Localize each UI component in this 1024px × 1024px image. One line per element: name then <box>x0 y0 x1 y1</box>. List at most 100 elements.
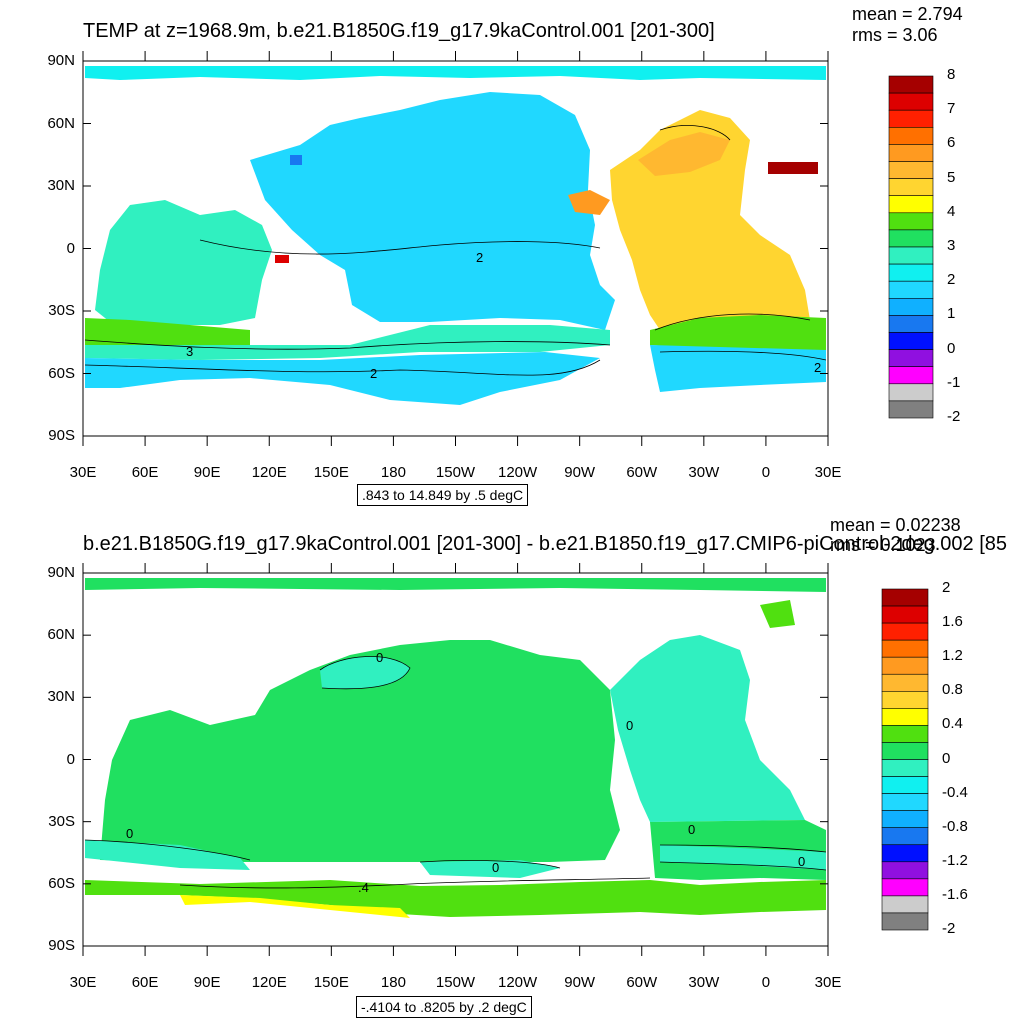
colorbar-label: 6 <box>947 134 956 152</box>
ocean-region-norwegian <box>760 600 795 628</box>
colorbar-label: 3 <box>947 237 956 254</box>
ocean-region-gulf <box>568 190 610 215</box>
ocean-region-southern-cyan <box>420 860 560 878</box>
ocean-region-red-sea <box>275 255 289 263</box>
colorbar-swatch <box>881 861 929 880</box>
colorbar-swatch <box>881 690 929 709</box>
colorbar-1 <box>888 75 934 419</box>
colorbar-swatch <box>888 366 934 385</box>
colorbar-swatch <box>881 844 929 863</box>
lon-tick-label: 180 <box>380 464 406 481</box>
contour-line <box>199 239 601 255</box>
contour-label: 0 <box>626 718 633 733</box>
colorbar-swatch <box>881 673 929 692</box>
map-panel-1 <box>84 66 827 405</box>
colorbar-swatch <box>881 742 929 760</box>
contour-line <box>654 313 811 331</box>
ocean-region-arctic <box>85 578 826 592</box>
colorbar-label: 0 <box>947 339 956 357</box>
contour-label: 3 <box>186 344 193 359</box>
colorbar-label: -0.8 <box>942 817 968 835</box>
ocean-region-ross-sea <box>180 895 410 918</box>
panel-2-title: b.e21.B1850G.f19_g17.9kaControl.001 [201… <box>83 533 1007 555</box>
colorbar-label: 5 <box>947 168 956 186</box>
lat-tick-label: 30S <box>48 302 75 319</box>
lon-tick-label: 0 <box>761 974 771 991</box>
lon-tick-label: 30W <box>688 464 720 481</box>
lon-tick-label: 150E <box>313 974 349 991</box>
lat-tick-label: 60S <box>48 874 75 892</box>
contour-label: 0 <box>798 854 805 869</box>
panel-1-rms: rms = 3.06 <box>852 25 938 45</box>
colorbar-swatch <box>888 127 934 145</box>
colorbar-2 <box>881 588 929 931</box>
colorbar-swatch <box>881 827 929 846</box>
panel-2-range-box: -.4104 to .8205 by .2 degC <box>356 996 532 1018</box>
colorbar-swatch <box>888 400 934 419</box>
lon-tick-label: 60W <box>626 974 658 991</box>
colorbar-label: 2 <box>947 271 956 289</box>
colorbar-swatch <box>881 759 929 777</box>
colorbar-swatch <box>881 605 929 624</box>
ocean-region-south-atlantic-cyan <box>660 845 826 870</box>
map-panel-2 <box>85 578 826 918</box>
lat-tick-label: 30N <box>47 688 75 706</box>
lat-tick-label: 60N <box>47 114 75 132</box>
ocean-region-southern-green <box>85 318 250 348</box>
lon-tick-label: 120E <box>251 974 287 991</box>
lat-tick-label: 0 <box>66 239 75 257</box>
colorbar-label: 8 <box>947 66 956 83</box>
colorbar-swatch <box>888 315 934 333</box>
contour-line <box>84 839 251 861</box>
contour-label: 0 <box>376 650 383 665</box>
colorbar-swatch <box>888 195 934 214</box>
lat-tick-label: 90S <box>48 937 75 954</box>
lon-tick-label: 120W <box>497 464 538 481</box>
ocean-region-arctic <box>85 66 826 80</box>
colorbar-swatch <box>881 878 929 897</box>
colorbar-swatch <box>881 895 929 914</box>
lon-tick-label: 60W <box>626 464 658 481</box>
lon-tick-label: 30E <box>814 974 842 991</box>
colorbar-swatch <box>881 588 929 607</box>
lat-tick-label: 90N <box>47 564 75 581</box>
lat-tick-label: 90N <box>47 52 75 69</box>
colorbar-swatch <box>888 263 934 282</box>
colorbar-label: 1.2 <box>942 647 963 665</box>
lon-tick-label: 90W <box>564 464 596 481</box>
panel-2-rms: rms = 0.1023 <box>830 535 936 555</box>
contour-line <box>179 877 651 889</box>
colorbar-label: -2 <box>947 408 961 425</box>
contour-line <box>419 860 561 869</box>
colorbar-swatch <box>888 161 934 179</box>
lon-tick-label: 0 <box>761 464 771 481</box>
colorbar-label: -0.4 <box>942 783 968 801</box>
lon-tick-label: 30E <box>814 464 842 481</box>
panel-2-mean: mean = 0.02238 <box>830 515 961 535</box>
lat-tick-label: 90S <box>48 427 75 444</box>
colorbar-label: 7 <box>947 100 956 118</box>
colorbar-label: 0 <box>942 749 951 767</box>
ocean-region-pacific <box>100 640 620 862</box>
lon-tick-label: 60E <box>131 974 159 991</box>
ocean-region-indian <box>95 200 272 325</box>
contour-label: 2 <box>814 360 821 375</box>
colorbar-swatch <box>881 639 929 658</box>
colorbar-swatch <box>881 622 929 641</box>
ocean-region-mediterranean <box>768 162 818 174</box>
ocean-region-southern-lightgreen <box>85 880 826 917</box>
lon-tick-label: 120E <box>251 464 287 481</box>
map-ticks-1 <box>82 51 829 446</box>
lat-tick-label: 60N <box>47 626 75 644</box>
colorbar-swatch <box>881 776 929 794</box>
lat-tick-label: 30S <box>48 812 75 830</box>
contour-line <box>659 125 731 141</box>
colorbar-swatch <box>888 178 934 197</box>
colorbar-swatch <box>881 656 929 675</box>
colorbar-swatch <box>888 280 934 299</box>
contour-lines-panel-2 <box>84 656 827 889</box>
colorbar-label: 1.6 <box>942 613 963 631</box>
lon-tick-label: 150W <box>435 974 476 991</box>
ocean-region-southern-blue <box>85 352 600 405</box>
colorbar-label: 0.8 <box>942 681 963 699</box>
